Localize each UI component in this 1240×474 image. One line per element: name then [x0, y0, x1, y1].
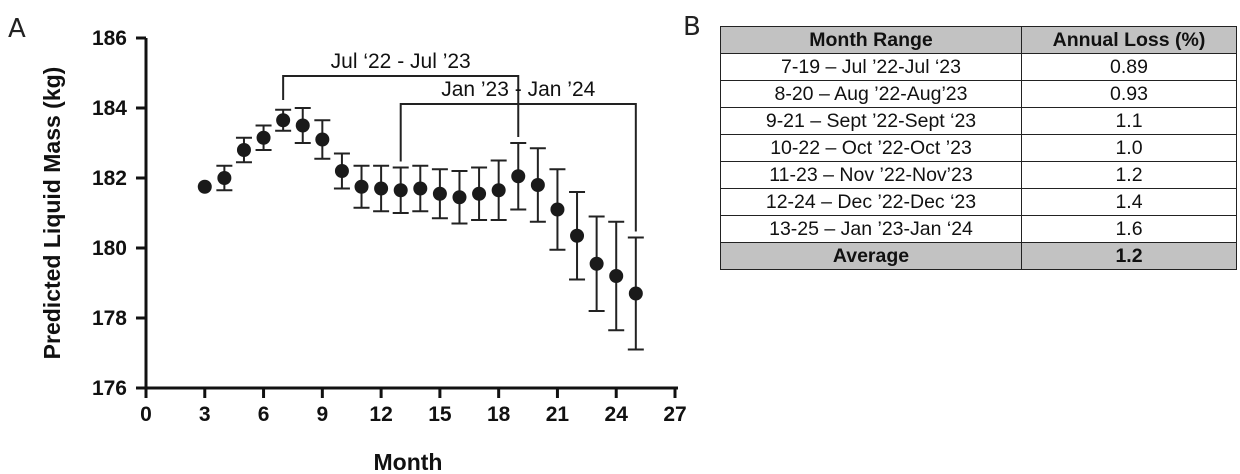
table-row: 8-20 – Aug ’22-Aug’23 0.93 — [720, 80, 1237, 108]
annual-loss-cell: 1.0 — [1021, 134, 1237, 162]
table-row: 10-22 – Oct ’22-Oct ’23 1.0 — [720, 134, 1237, 162]
x-tick-label: 27 — [663, 403, 686, 426]
data-point — [334, 164, 349, 178]
panel-b-label: B — [683, 12, 701, 42]
data-point — [315, 132, 330, 147]
x-ticks: 0 3 6 9 12 15 18 21 24 27 — [140, 388, 687, 426]
average-value-cell: 1.2 — [1021, 242, 1237, 270]
x-tick-label: 6 — [258, 403, 270, 426]
x-tick-label: 12 — [369, 403, 392, 426]
table-row: 12-24 – Dec ’22-Dec ‘23 1.4 — [720, 188, 1237, 216]
annual-loss-table: Month Range Annual Loss (%) 7-19 – Jul ’… — [720, 26, 1237, 270]
y-tick-label: 182 — [92, 167, 127, 190]
annotation-label: Jul ‘22 - Jul ’23 — [331, 50, 471, 73]
data-point — [276, 113, 291, 128]
x-tick-label: 21 — [546, 403, 570, 426]
annotation-bracket — [282, 75, 520, 137]
data-point — [393, 183, 408, 198]
annual-loss-cell: 1.2 — [1021, 161, 1237, 189]
data-point — [511, 169, 526, 184]
month-range-cell: 12-24 – Dec ’22-Dec ‘23 — [720, 188, 1022, 216]
y-tick-label: 178 — [92, 307, 127, 330]
month-range-cell: 8-20 – Aug ’22-Aug’23 — [720, 80, 1022, 108]
annual-loss-cell: 1.6 — [1021, 215, 1237, 243]
x-tick-label: 3 — [199, 403, 211, 426]
error-bars — [216, 107, 644, 351]
data-point — [452, 190, 467, 205]
data-point — [256, 130, 271, 145]
data-point — [354, 179, 369, 194]
y-tick-label: 186 — [92, 27, 127, 50]
y-tick-label: 184 — [92, 97, 127, 120]
header-annual-loss: Annual Loss (%) — [1021, 26, 1237, 54]
annotation-brackets: Jul ‘22 - Jul ’23 Jan ’23 - Jan ’24 — [282, 50, 637, 232]
y-tick-label: 180 — [92, 237, 127, 260]
data-point — [374, 181, 389, 196]
data-point — [628, 286, 643, 301]
table-row: 13-25 – Jan ’23-Jan ‘24 1.6 — [720, 215, 1237, 243]
data-point — [570, 228, 585, 243]
month-range-cell: 13-25 – Jan ’23-Jan ‘24 — [720, 215, 1022, 243]
annual-loss-cell: 1.1 — [1021, 107, 1237, 135]
data-point — [413, 181, 428, 196]
data-points — [197, 113, 643, 301]
y-tick-label: 176 — [92, 377, 127, 400]
data-point — [472, 186, 487, 201]
x-axis-title: Month — [374, 449, 443, 474]
average-label-cell: Average — [720, 242, 1022, 270]
scatter-chart: 176 178 180 182 184 186 0 3 6 9 12 15 18 21 24 27 Jul … — [39, 27, 687, 474]
annotation-label: Jan ’23 - Jan ’24 — [441, 78, 595, 101]
x-tick-label: 24 — [605, 403, 629, 426]
table-row: 9-21 – Sept ’22-Sept ‘23 1.1 — [720, 107, 1237, 135]
data-point — [530, 178, 545, 192]
annual-loss-cell: 1.4 — [1021, 188, 1237, 216]
annotation-bracket — [399, 103, 637, 232]
month-range-cell: 11-23 – Nov ’22-Nov’23 — [720, 161, 1022, 189]
table-header-row: Month Range Annual Loss (%) — [720, 26, 1237, 54]
month-range-cell: 7-19 – Jul ’22-Jul ‘23 — [720, 53, 1022, 81]
data-point — [589, 256, 604, 271]
table-row: 7-19 – Jul ’22-Jul ‘23 0.89 — [720, 53, 1237, 81]
data-point — [609, 269, 624, 283]
data-point — [550, 202, 565, 217]
month-range-cell: 10-22 – Oct ’22-Oct ’23 — [720, 134, 1022, 162]
data-point — [236, 143, 251, 157]
annual-loss-cell: 0.89 — [1021, 53, 1237, 81]
data-point — [432, 186, 447, 201]
data-point — [295, 118, 310, 133]
data-point — [491, 183, 506, 198]
data-point — [217, 171, 232, 185]
data-point — [197, 179, 212, 194]
month-range-cell: 9-21 – Sept ’22-Sept ‘23 — [720, 107, 1022, 135]
panel-a-label: A — [8, 14, 26, 44]
table-average-row: Average 1.2 — [720, 242, 1237, 270]
x-tick-label: 15 — [428, 403, 452, 426]
y-axis-title: Predicted Liquid Mass (kg) — [39, 67, 65, 360]
header-month-range: Month Range — [720, 26, 1022, 54]
y-ticks: 176 178 180 182 184 186 — [92, 27, 146, 400]
x-tick-label: 0 — [140, 403, 152, 426]
x-tick-label: 18 — [487, 403, 511, 426]
table-row: 11-23 – Nov ’22-Nov’23 1.2 — [720, 161, 1237, 189]
x-tick-label: 9 — [316, 403, 328, 426]
annual-loss-cell: 0.93 — [1021, 80, 1237, 108]
